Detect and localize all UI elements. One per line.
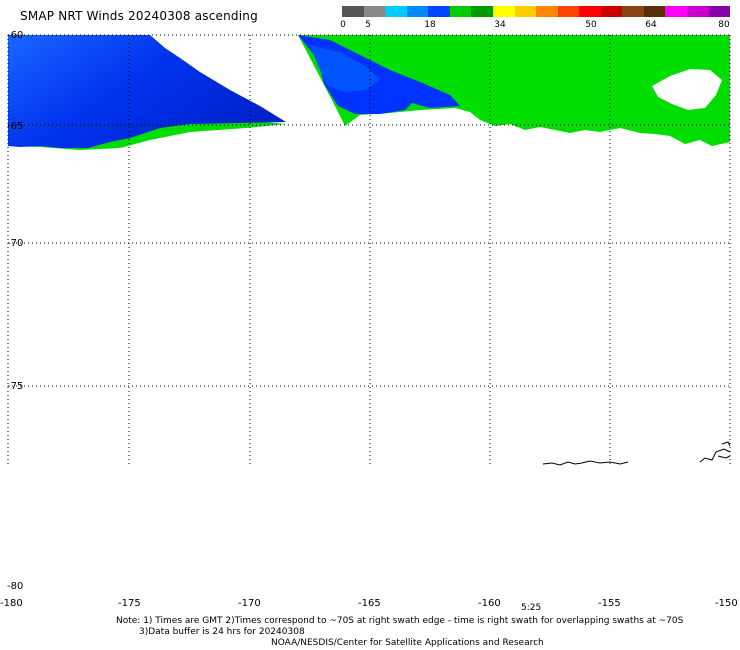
colorbar-segment [708,6,731,17]
lon-label: -170 [238,598,261,609]
colorbar-tick: 5 [365,20,371,30]
lon-label: -155 [598,598,621,609]
no-data-patch [652,69,722,110]
right-swath-bright-blue [310,45,380,92]
lat-label: -75 [7,381,23,392]
colorbar-segment [428,6,450,17]
longitude-labels: -180 -175 -170 -165 -160 -155 -150 [0,598,738,609]
lon-label: -150 [715,598,738,609]
colorbar-segment [492,6,515,17]
lon-label: -165 [358,598,381,609]
colorbar-segment [449,6,472,17]
colorbar-tick: 34 [494,20,506,30]
colorbar-segment [385,6,407,17]
map-title: SMAP NRT Winds 20240308 ascending [20,9,258,23]
latitude-gridlines [8,34,730,387]
right-swath-mid-wind [298,35,730,146]
note-line-1: Note: 1) Times are GMT 2)Times correspon… [116,616,684,626]
colorbar-segment [579,6,601,17]
left-swath-low-wind [8,35,286,148]
colorbar-segment [471,6,493,17]
lat-label: -65 [7,121,23,132]
colorbar-segment [342,6,364,17]
colorbar-tick: 80 [718,20,730,30]
lon-label: -160 [478,598,501,609]
colorbar-tick-labels: 0 5 18 34 50 64 80 [0,20,740,34]
colorbar-segment [665,6,687,17]
lon-label: -175 [118,598,141,609]
colorbar-tick: 18 [424,20,436,30]
colorbar-segment [536,6,558,17]
colorbar-segment [687,6,709,17]
wind-speed-colorbar [342,6,731,17]
note-line-2: 3)Data buffer is 24 hrs for 20240308 [139,627,305,637]
lat-label: -70 [7,238,23,249]
coastline [699,441,731,463]
colorbar-segment [600,6,623,17]
lat-label: -80 [7,581,23,592]
colorbar-segment [643,6,666,17]
colorbar-tick: 0 [340,20,346,30]
colorbar-segment [514,6,537,17]
colorbar-segment [363,6,386,17]
credit-line: NOAA/NESDIS/Center for Satellite Applica… [271,638,544,648]
colorbar-tick: 50 [585,20,597,30]
colorbar-tick: 64 [645,20,657,30]
swath-time-label: 5:25 [521,603,541,613]
lat-label: -60 [7,30,23,41]
colorbar-segment [622,6,644,17]
colorbar-segment [406,6,429,17]
latitude-labels: -60 -65 -70 -75 -80 [7,30,23,592]
colorbar-segment [557,6,580,17]
lon-label: -180 [0,598,23,609]
coastline [542,460,629,466]
